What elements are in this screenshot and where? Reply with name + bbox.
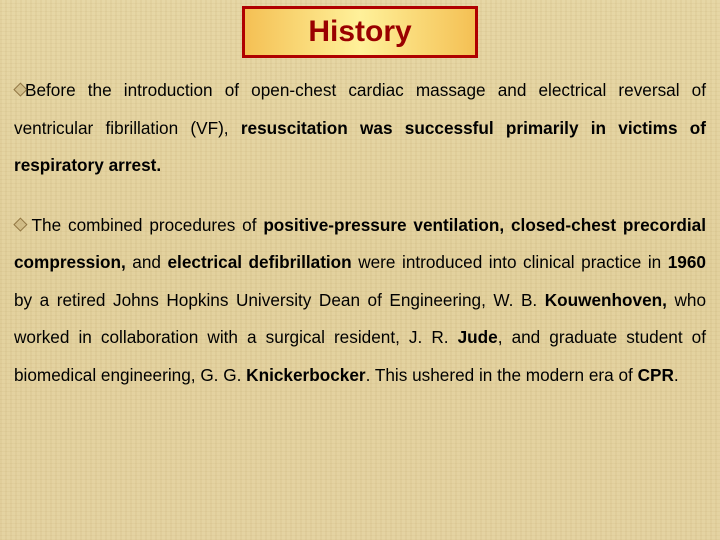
p2-run4: were introduced into clinical practice i… — [352, 252, 668, 272]
paragraph-2: The combined procedures of positive-pres… — [14, 207, 706, 395]
slide-body: Before the introduction of open-chest ca… — [10, 72, 710, 394]
p2-run7: Kouwenhoven, — [545, 290, 667, 310]
slide-title: History — [308, 17, 411, 47]
p2-run14: . — [674, 365, 679, 385]
slide: History Before the introduction of open-… — [0, 0, 720, 540]
p2-run0: The combined procedures of — [25, 215, 263, 235]
p2-run12: . This ushered in the modern era of — [366, 365, 638, 385]
p2-run3: electrical defibrillation — [168, 252, 352, 272]
paragraph-1: Before the introduction of open-chest ca… — [14, 72, 706, 185]
title-box: History — [242, 6, 478, 58]
p2-run11: Knickerbocker — [246, 365, 365, 385]
p2-run6: by a retired Johns Hopkins University De… — [14, 290, 545, 310]
p2-run13: CPR — [638, 365, 674, 385]
p2-run9: Jude — [458, 327, 498, 347]
p2-run5: 1960 — [668, 252, 706, 272]
p2-run2: and — [126, 252, 168, 272]
